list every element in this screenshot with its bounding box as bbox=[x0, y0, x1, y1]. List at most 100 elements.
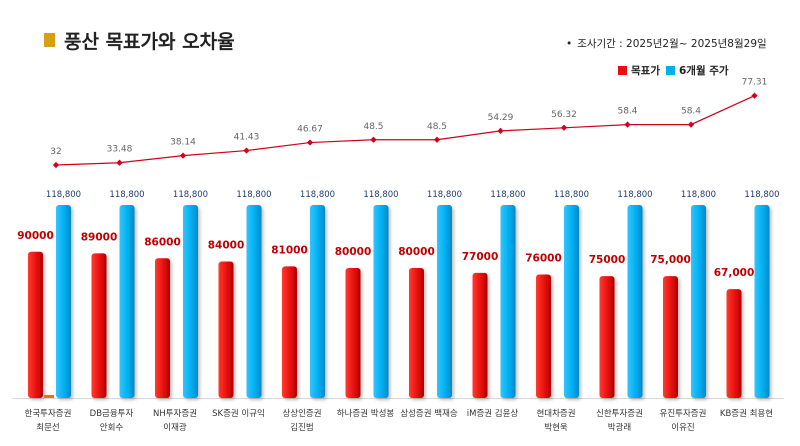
category-label: 최문선 bbox=[36, 422, 59, 433]
error-rate-point bbox=[433, 136, 441, 143]
category-label: 현대차증권 bbox=[536, 408, 575, 419]
bar-target bbox=[472, 272, 488, 398]
bar-price bbox=[754, 205, 770, 398]
error-rate-point bbox=[116, 159, 123, 166]
bar-price bbox=[627, 205, 643, 398]
error-rate-label: 54.29 bbox=[488, 113, 514, 123]
target-value-label: 77000 bbox=[462, 251, 499, 263]
target-value-label: 86000 bbox=[144, 236, 181, 248]
category-label: 신한투자증권 bbox=[596, 408, 643, 419]
error-rate-label: 77.31 bbox=[742, 78, 768, 88]
price-value-label: 118,800 bbox=[554, 190, 589, 200]
error-rate-point bbox=[243, 147, 250, 154]
error-rate-line bbox=[55, 95, 755, 166]
chart-title: 풍산 목표가와 오차율 bbox=[64, 31, 235, 53]
error-rate-point bbox=[306, 139, 314, 146]
bar-target bbox=[218, 261, 234, 398]
bar-target bbox=[599, 276, 615, 398]
error-rate-label: 48.5 bbox=[427, 122, 447, 132]
bar-price bbox=[183, 205, 198, 398]
error-rate-point bbox=[179, 152, 187, 159]
bar-target bbox=[409, 268, 424, 398]
error-rate-point bbox=[497, 127, 504, 135]
error-rate-label: 32 bbox=[50, 147, 61, 157]
target-value-label: 75,000 bbox=[650, 254, 691, 266]
category-label: 상상인증권 bbox=[282, 408, 321, 419]
bar-target bbox=[155, 258, 170, 398]
bar-target bbox=[282, 266, 297, 398]
error-rate-label: 58.4 bbox=[681, 107, 701, 117]
bar-price bbox=[437, 205, 452, 398]
target-value-label: 81000 bbox=[271, 244, 308, 256]
error-rate-point bbox=[687, 121, 695, 128]
bar-price bbox=[564, 205, 579, 398]
category-label: 이유진 bbox=[671, 422, 694, 433]
bar-price bbox=[56, 205, 71, 398]
price-value-label: 118,800 bbox=[617, 190, 652, 200]
bar-price bbox=[119, 205, 135, 398]
bar-target bbox=[663, 276, 678, 398]
category-label: 박현욱 bbox=[544, 422, 568, 433]
bar-target bbox=[726, 289, 742, 398]
legend-item-price: 6개월 주가 bbox=[665, 63, 729, 78]
error-rate-point bbox=[52, 161, 60, 169]
price-value-label: 118,800 bbox=[300, 190, 335, 200]
error-rate-label: 33.48 bbox=[107, 145, 133, 155]
target-value-label: 76000 bbox=[525, 253, 562, 265]
category-label: iM증권 김윤상 bbox=[467, 408, 519, 419]
series-marker bbox=[44, 395, 54, 398]
error-rate-point bbox=[370, 136, 377, 143]
bar-price bbox=[310, 205, 325, 398]
price-value-label: 118,800 bbox=[236, 190, 271, 200]
target-value-label: 89000 bbox=[81, 231, 118, 243]
target-value-label: 84000 bbox=[208, 240, 245, 252]
category-label: 김진범 bbox=[290, 422, 313, 433]
error-rate-label: 38.14 bbox=[170, 138, 196, 148]
category-label: SK증권 이규익 bbox=[212, 408, 265, 419]
error-rate-label: 46.67 bbox=[297, 125, 323, 135]
survey-period: • 조사기간 : 2025년2월~ 2025년8월29일 bbox=[566, 36, 767, 51]
target-value-label: 67,000 bbox=[714, 267, 755, 279]
category-label: 안회수 bbox=[100, 422, 124, 433]
error-rate-point bbox=[624, 121, 631, 128]
category-label: KB증권 최용현 bbox=[720, 408, 773, 419]
price-value-label: 118,800 bbox=[681, 190, 716, 200]
price-value-label: 118,800 bbox=[744, 190, 779, 200]
error-rate-label: 56.32 bbox=[551, 110, 577, 120]
price-value-label: 118,800 bbox=[109, 190, 144, 200]
price-value-label: 118,800 bbox=[427, 190, 462, 200]
bar-target bbox=[91, 253, 107, 398]
error-rate-label: 41.43 bbox=[234, 133, 260, 143]
legend: 목표가 6개월 주가 bbox=[618, 63, 735, 78]
target-value-label: 75000 bbox=[589, 254, 626, 266]
legend-swatch-price bbox=[665, 66, 675, 75]
price-value-label: 118,800 bbox=[363, 190, 398, 200]
price-value-label: 118,800 bbox=[173, 190, 208, 200]
bar-target bbox=[345, 268, 361, 398]
error-rate-point bbox=[751, 92, 758, 99]
category-label: 이재광 bbox=[163, 422, 187, 433]
bar-target bbox=[536, 274, 551, 398]
title-square-icon bbox=[44, 33, 55, 47]
error-rate-label: 48.5 bbox=[363, 122, 383, 132]
legend-label-target: 목표가 bbox=[631, 65, 660, 77]
category-label: 유진투자증권 bbox=[660, 408, 707, 419]
target-value-label: 90000 bbox=[17, 230, 54, 242]
bar-price bbox=[691, 205, 706, 398]
bar-price bbox=[373, 205, 389, 398]
bar-price bbox=[500, 205, 516, 398]
legend-item-target: 목표가 bbox=[618, 63, 660, 78]
target-value-label: 80000 bbox=[398, 246, 435, 258]
price-value-label: 118,800 bbox=[490, 190, 525, 200]
price-value-label: 118,800 bbox=[46, 190, 81, 200]
bar-target bbox=[28, 251, 43, 398]
category-label: 하나증권 박성봉 bbox=[337, 408, 395, 419]
error-rate-point bbox=[560, 124, 568, 131]
legend-label-price: 6개월 주가 bbox=[678, 65, 729, 77]
category-label: 삼성증권 백재승 bbox=[400, 408, 458, 419]
bar-price bbox=[246, 205, 262, 398]
error-rate-label: 58.4 bbox=[617, 107, 637, 117]
bullet-icon: • bbox=[566, 38, 573, 50]
survey-period-text: 조사기간 : 2025년2월~ 2025년8월29일 bbox=[577, 38, 767, 50]
